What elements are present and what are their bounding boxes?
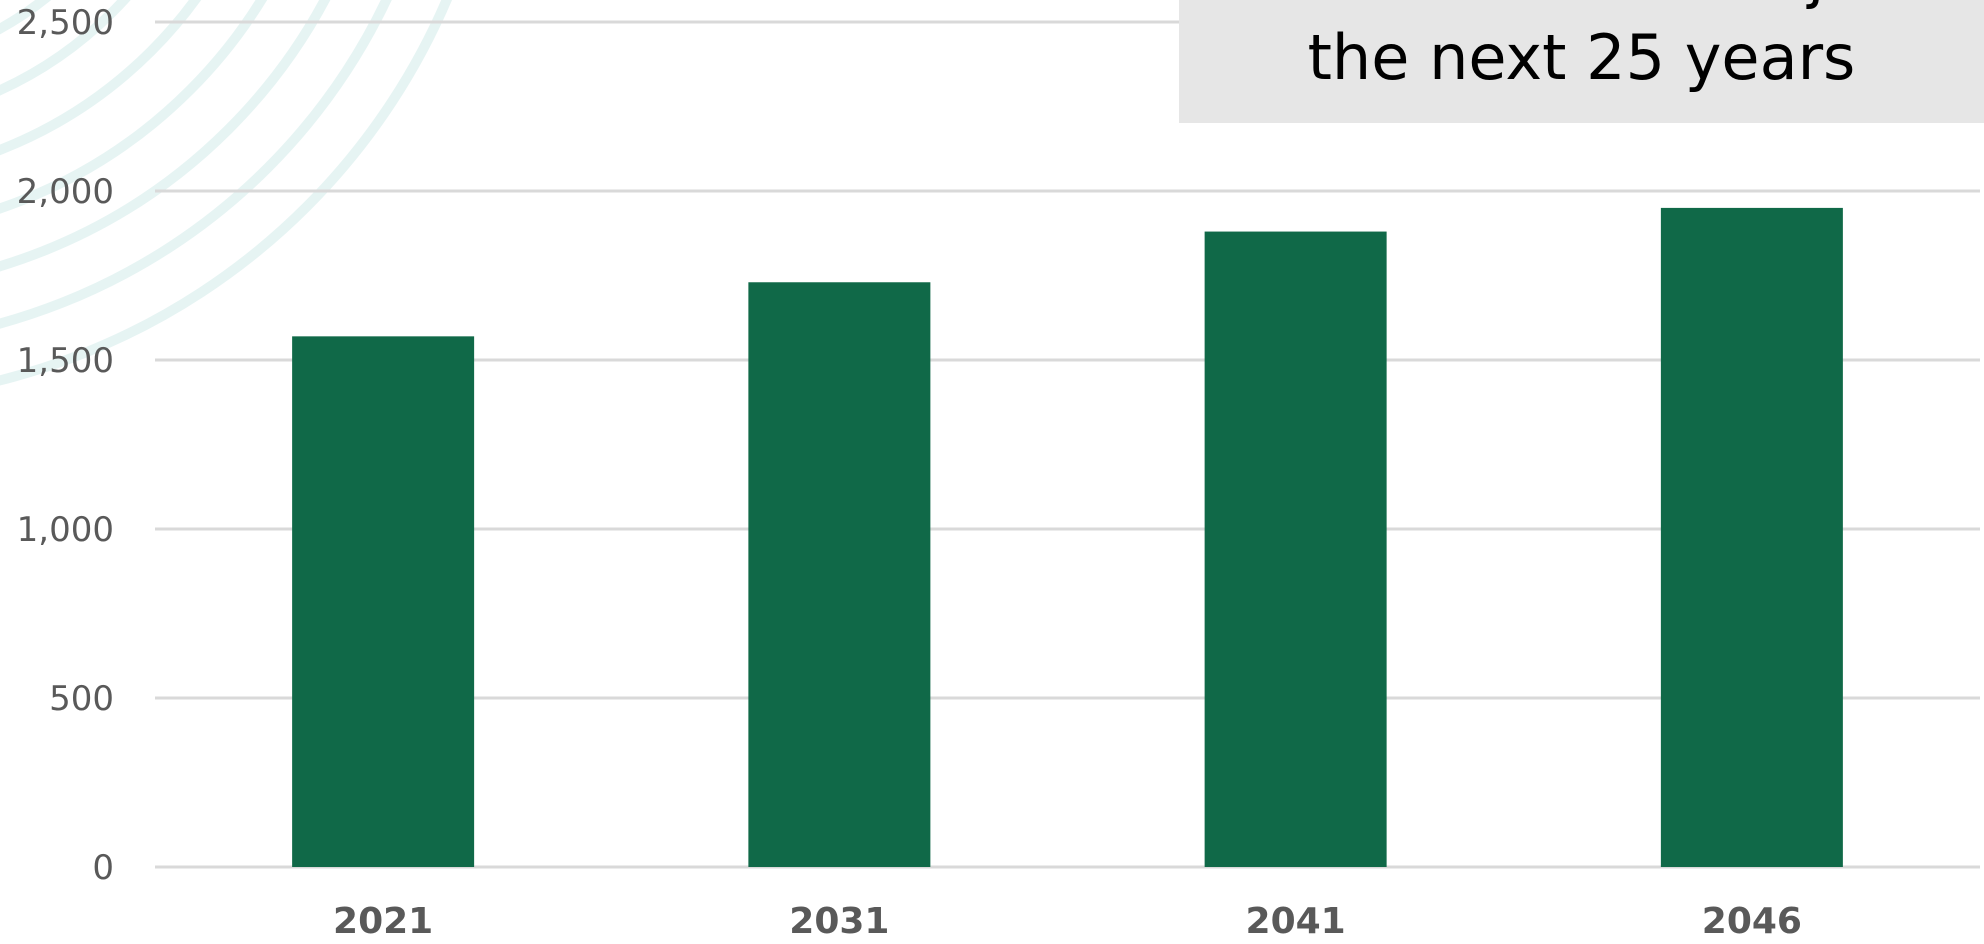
callout-text-line-1: to add about 380 jobs in (1179, 0, 1984, 10)
bars (292, 207, 1843, 868)
y-axis-ticks: 0 500 1,000 1,500 2,000 2,500 (17, 3, 114, 888)
x-tick-label: 2021 (333, 901, 433, 942)
bar-2021 (292, 336, 475, 868)
bar-2046 (1660, 207, 1843, 867)
x-tick-label: 2046 (1702, 901, 1802, 942)
y-tick-label: 0 (92, 848, 114, 888)
callout-text-line-2: the next 25 years (1307, 21, 1856, 94)
y-tick-label: 2,500 (17, 3, 114, 43)
callout-box: to add about 380 jobs in the next 25 yea… (1179, 0, 1984, 123)
y-tick-label: 500 (49, 679, 114, 719)
x-axis-ticks: 2021 2031 2041 2046 (333, 901, 1802, 942)
x-tick-label: 2041 (1246, 901, 1346, 942)
bar-2031 (748, 282, 931, 867)
x-tick-label: 2031 (789, 901, 889, 942)
y-tick-label: 2,000 (17, 172, 114, 212)
y-tick-label: 1,500 (17, 341, 114, 381)
y-tick-label: 1,000 (17, 510, 114, 550)
bar-2041 (1204, 231, 1387, 867)
decorative-arc (0, 0, 331, 272)
